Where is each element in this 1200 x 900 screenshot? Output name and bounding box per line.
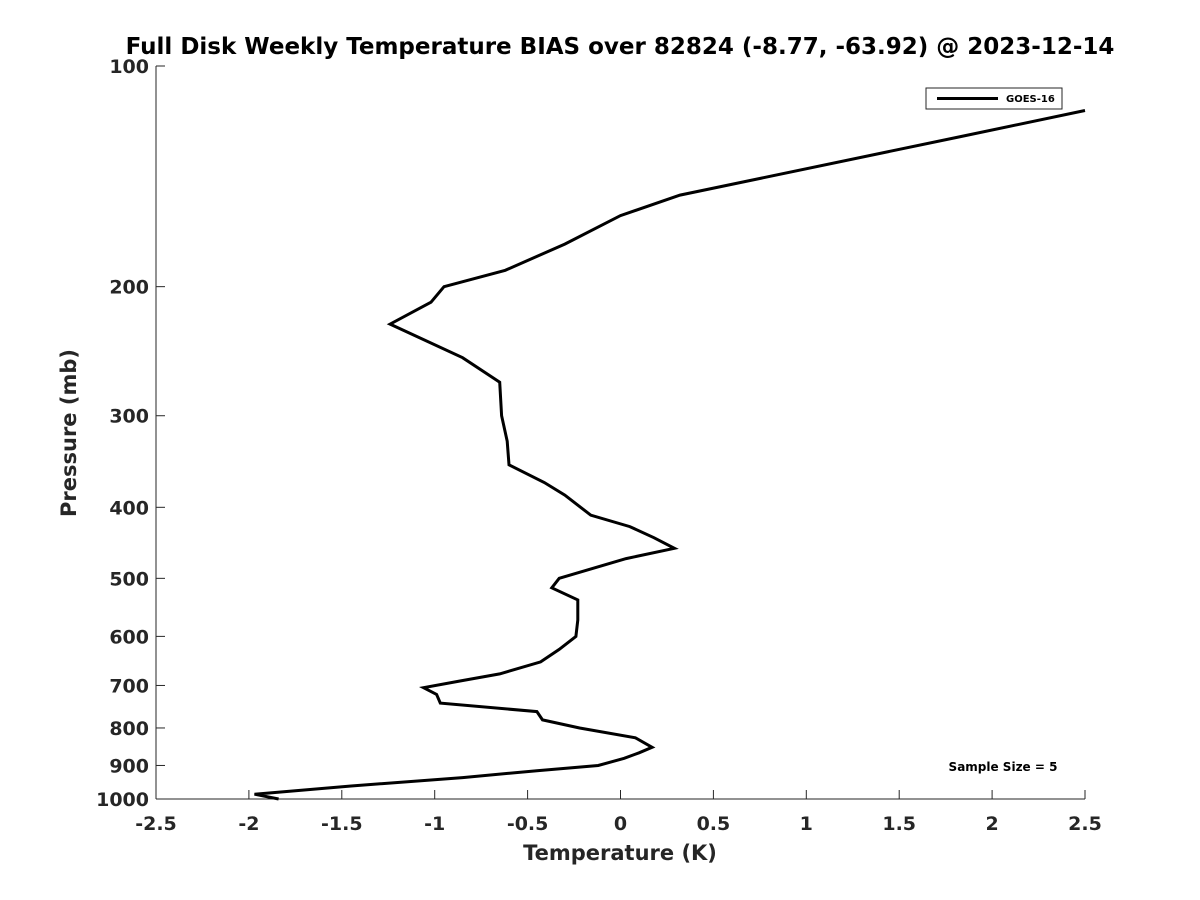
x-tick-label: 1.5	[882, 813, 916, 835]
y-axis-label: Pressure (mb)	[57, 349, 81, 517]
chart-title: Full Disk Weekly Temperature BIAS over 8…	[126, 34, 1115, 60]
y-tick-label: 400	[109, 497, 149, 519]
x-tick-label: 2.5	[1068, 813, 1102, 835]
x-tick-label: -1	[424, 813, 445, 835]
series-line-goes-16	[254, 109, 1086, 801]
x-tick-label: 2	[985, 813, 998, 835]
y-tick-label: 800	[109, 718, 149, 740]
x-tick-label: 1	[800, 813, 813, 835]
y-tick-label: 600	[109, 626, 149, 648]
series-layer	[254, 109, 1086, 801]
x-tick-label: -1.5	[321, 813, 363, 835]
x-tick-label: -2.5	[135, 813, 177, 835]
sample-size-annotation: Sample Size = 5	[949, 760, 1058, 774]
x-tick-label: -0.5	[507, 813, 549, 835]
x-axis-ticks: -2.5 -2 -1.5 -1 -0.5 0 0.5 1 1.5 2 2.5	[135, 790, 1102, 835]
y-axis-ticks: 100 200 300 400 500 600 700 800 900 1000	[96, 56, 165, 811]
legend-label-goes-16: GOES-16	[1006, 94, 1055, 105]
x-tick-label: 0.5	[697, 813, 731, 835]
y-tick-label: 1000	[96, 789, 149, 811]
legend: GOES-16	[925, 87, 1063, 110]
x-axis-label: Temperature (K)	[523, 841, 717, 865]
x-tick-label: 0	[614, 813, 627, 835]
y-tick-label: 100	[109, 56, 149, 78]
y-tick-label: 700	[109, 675, 149, 697]
y-tick-label: 300	[109, 406, 149, 428]
y-tick-label: 500	[109, 568, 149, 590]
y-tick-label: 900	[109, 755, 149, 777]
x-tick-label: -2	[238, 813, 259, 835]
y-tick-label: 200	[109, 277, 149, 299]
